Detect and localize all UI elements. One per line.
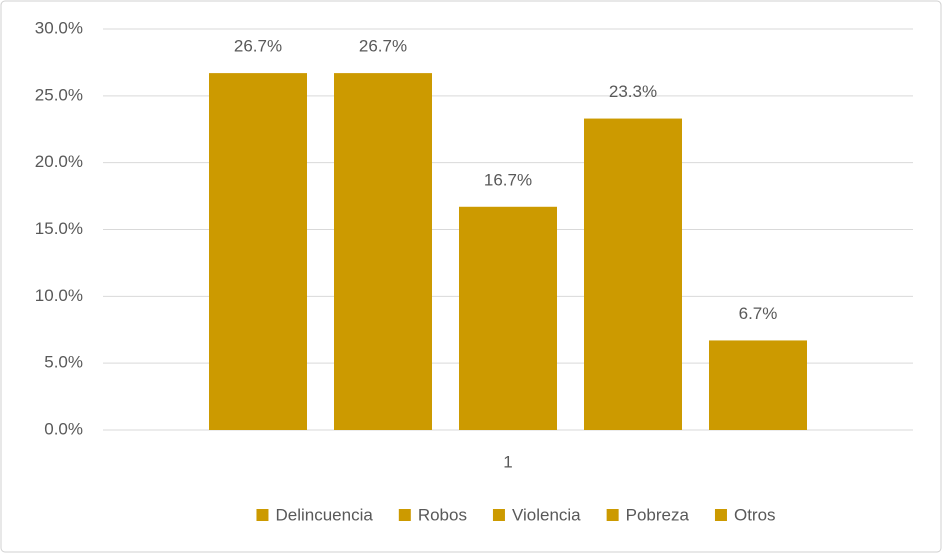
- bar: [709, 340, 807, 430]
- legend-swatch: [492, 509, 505, 521]
- data-label: 26.7%: [359, 37, 407, 56]
- data-label: 26.7%: [234, 37, 282, 56]
- legend-label: Violencia: [512, 505, 581, 524]
- bar: [584, 118, 682, 430]
- y-tick-label: 20.0%: [35, 152, 83, 171]
- data-label: 6.7%: [739, 304, 778, 323]
- y-tick-label: 30.0%: [35, 18, 83, 37]
- legend-swatch: [606, 509, 619, 521]
- legend-label: Otros: [734, 505, 776, 524]
- data-label: 23.3%: [609, 82, 657, 101]
- data-label: 16.7%: [484, 170, 532, 189]
- legend-label: Robos: [418, 505, 467, 524]
- x-tick-label: 1: [503, 452, 512, 471]
- legend-swatch: [714, 509, 727, 521]
- y-tick-label: 15.0%: [35, 219, 83, 238]
- legend-label: Pobreza: [626, 505, 690, 524]
- y-tick-label: 10.0%: [35, 286, 83, 305]
- y-tick-label: 25.0%: [35, 85, 83, 104]
- y-tick-label: 5.0%: [44, 353, 83, 372]
- y-tick-label: 0.0%: [44, 419, 83, 438]
- legend-swatch: [256, 509, 269, 521]
- legend-label: Delincuencia: [275, 505, 373, 524]
- bar: [209, 73, 307, 431]
- bar: [459, 206, 557, 430]
- legend-swatch: [398, 509, 411, 521]
- bar: [334, 73, 432, 431]
